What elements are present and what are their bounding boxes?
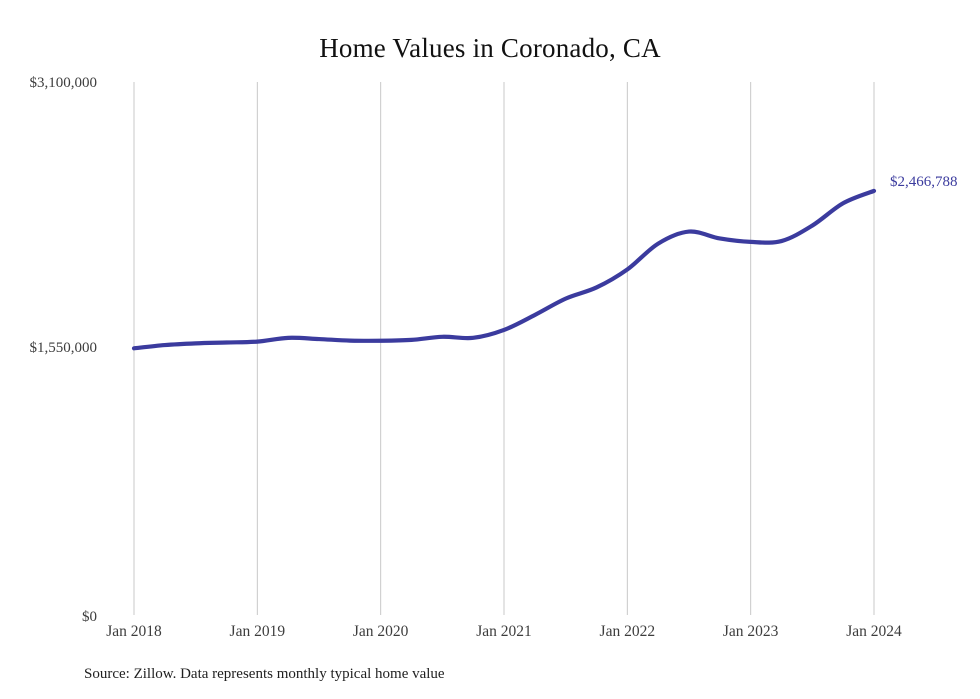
y-axis-tick-top: $3,100,000 — [29, 75, 98, 91]
end-value-annotation: $2,466,788 — [890, 173, 958, 190]
series-line-typical-home-value — [131, 188, 877, 351]
x-axis-tick-label: Jan 2018 — [106, 623, 162, 640]
source-note: Source: Zillow. Data represents monthly … — [84, 666, 445, 682]
x-axis-tick-label: Jan 2021 — [476, 623, 532, 640]
x-axis-tick-label: Jan 2022 — [599, 623, 656, 640]
x-axis-tick-label: Jan 2020 — [352, 623, 409, 640]
chart-title: Home Values in Coronado, CA — [319, 33, 661, 63]
y-axis-tick-mid: $1,550,000 — [29, 340, 98, 356]
x-axis-tick-label: Jan 2024 — [846, 623, 902, 640]
y-axis-tick-zero: $0 — [82, 609, 97, 625]
x-axis-tick-label: Jan 2023 — [722, 623, 779, 640]
x-axis-tick-label: Jan 2019 — [229, 623, 286, 640]
gridlines-group — [133, 82, 875, 615]
